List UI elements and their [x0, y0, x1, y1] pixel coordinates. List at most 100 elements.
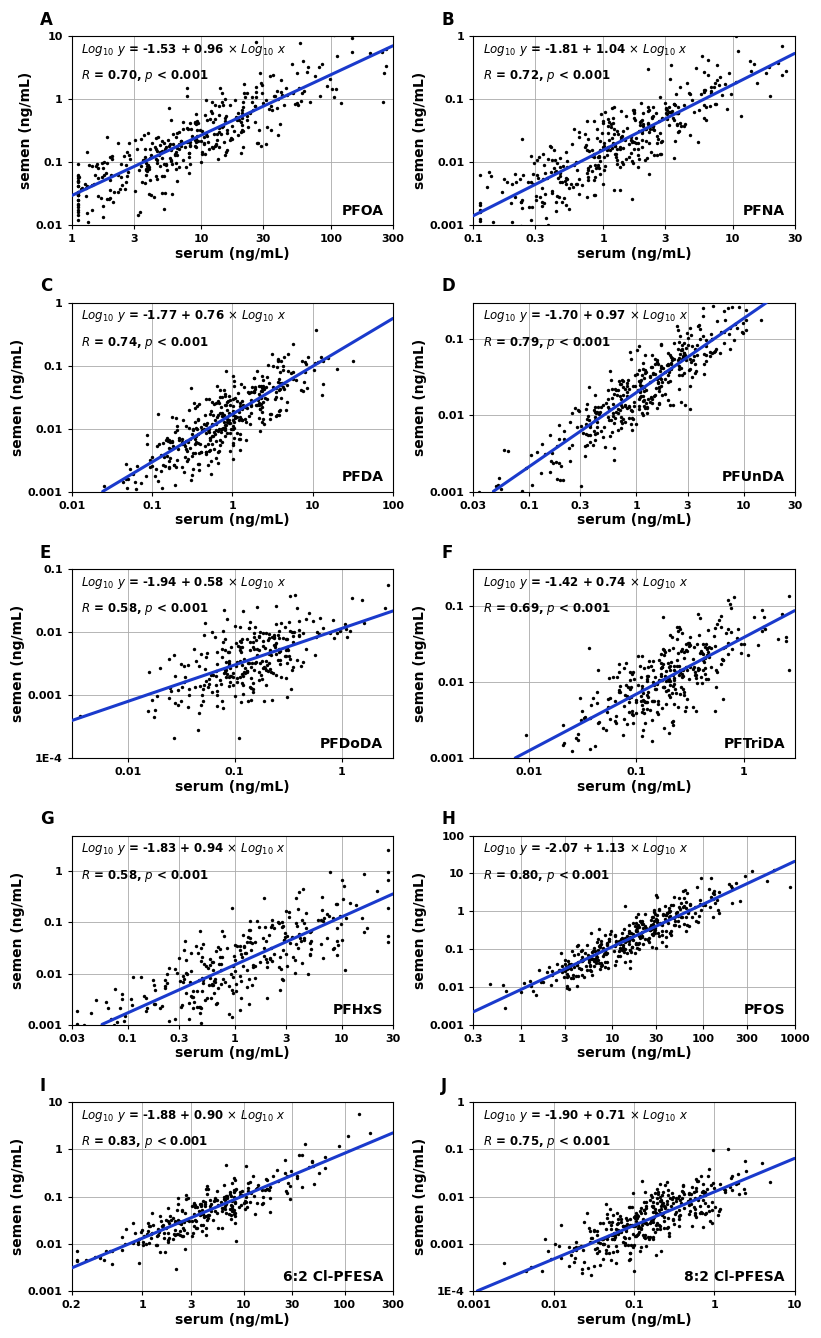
Point: [645, 357, 658, 379]
Point: [162, 458, 175, 479]
Point: [119, 494, 132, 515]
Point: [198, 1206, 211, 1227]
Point: [207, 974, 220, 995]
Point: [564, 174, 577, 195]
Point: [126, 994, 139, 1016]
Point: [700, 644, 713, 665]
Point: [612, 1212, 625, 1234]
Point: [782, 586, 796, 607]
Point: [216, 82, 229, 103]
Point: [613, 937, 626, 958]
Point: [635, 1219, 648, 1240]
Point: [565, 939, 578, 961]
Point: [259, 674, 273, 696]
Point: [294, 927, 307, 949]
Point: [234, 1193, 247, 1215]
Point: [250, 638, 264, 660]
Point: [652, 111, 665, 132]
Point: [611, 666, 624, 688]
Point: [296, 1176, 309, 1198]
Point: [654, 664, 667, 685]
Point: [200, 987, 213, 1009]
Point: [599, 957, 612, 978]
Point: [595, 930, 608, 951]
Point: [638, 1199, 651, 1220]
Point: [204, 987, 218, 1009]
Point: [240, 429, 253, 451]
Point: [727, 329, 741, 351]
Point: [98, 1250, 111, 1271]
Point: [553, 186, 566, 207]
Point: [600, 934, 613, 955]
Point: [558, 954, 571, 975]
Point: [226, 979, 239, 1001]
Text: PFOS: PFOS: [743, 1004, 785, 1017]
Point: [221, 641, 234, 662]
Point: [683, 626, 696, 648]
Point: [635, 108, 649, 130]
Point: [218, 662, 231, 684]
Point: [120, 1218, 133, 1239]
Point: [239, 1191, 252, 1212]
Point: [692, 131, 705, 153]
Point: [180, 1184, 193, 1206]
Point: [145, 446, 158, 467]
Point: [532, 959, 545, 981]
Point: [659, 904, 672, 926]
Point: [736, 322, 750, 344]
Point: [670, 656, 683, 677]
Point: [218, 1188, 231, 1210]
Point: [302, 602, 315, 624]
Point: [636, 689, 649, 710]
Point: [608, 450, 621, 471]
Point: [256, 1185, 269, 1207]
Point: [588, 401, 601, 423]
Point: [655, 1204, 668, 1226]
Point: [202, 974, 215, 995]
Text: D: D: [442, 277, 455, 296]
Point: [173, 970, 186, 991]
Point: [702, 645, 715, 666]
Point: [671, 316, 684, 337]
Text: $R$ = 0.70, $p$ < 0.001: $R$ = 0.70, $p$ < 0.001: [81, 68, 209, 84]
Point: [647, 385, 660, 407]
Point: [298, 361, 311, 383]
Point: [713, 610, 726, 632]
Point: [291, 898, 305, 919]
Point: [167, 1208, 180, 1230]
Point: [546, 452, 559, 474]
Point: [619, 951, 632, 973]
Point: [227, 417, 241, 439]
Point: [599, 720, 612, 741]
Point: [651, 693, 664, 714]
Point: [222, 412, 236, 434]
Point: [505, 174, 518, 195]
Point: [674, 907, 687, 929]
Point: [236, 636, 249, 657]
Point: [191, 419, 204, 440]
Point: [183, 971, 196, 993]
Point: [589, 396, 602, 417]
Point: [681, 326, 695, 348]
Point: [530, 165, 544, 186]
Point: [665, 1183, 678, 1204]
Point: [575, 709, 588, 731]
Point: [672, 1200, 686, 1222]
Point: [662, 343, 675, 364]
Point: [669, 902, 682, 923]
Point: [588, 955, 601, 977]
Point: [162, 456, 175, 478]
Point: [474, 202, 487, 223]
Point: [654, 666, 667, 688]
Point: [249, 1203, 262, 1224]
Point: [562, 950, 575, 971]
Point: [265, 917, 278, 938]
Point: [657, 654, 670, 676]
Point: [664, 1187, 677, 1208]
Point: [663, 68, 677, 90]
Point: [681, 902, 695, 923]
Point: [617, 725, 630, 747]
Point: [658, 92, 672, 114]
Point: [602, 115, 615, 136]
Point: [255, 380, 268, 401]
